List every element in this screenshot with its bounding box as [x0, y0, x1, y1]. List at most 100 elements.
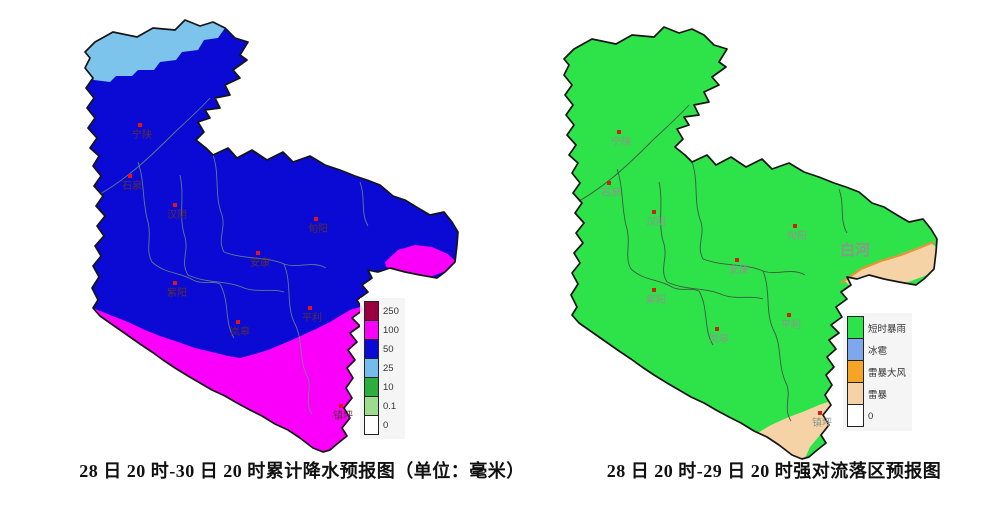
- legend-label: 冰雹: [868, 346, 888, 357]
- city-label: 安康: [729, 263, 749, 276]
- county-boundary-line: [838, 188, 848, 234]
- city-label: 石泉: [122, 179, 142, 192]
- precipitation-legend: 250 100 50 25 10 0.1 0: [360, 298, 405, 439]
- legend-swatch: [847, 316, 864, 339]
- city-label: 旬阳: [787, 229, 807, 242]
- legend-label: 10: [383, 382, 394, 393]
- city-dot: [715, 327, 719, 331]
- legend-item: 雷暴大风: [847, 360, 907, 383]
- city-label: 紫阳: [167, 287, 187, 299]
- city-dot: [256, 251, 260, 255]
- legend-label: 0: [868, 410, 874, 422]
- city-label: 紫阳: [646, 294, 666, 306]
- zone-100mm-magenta-east: [385, 245, 456, 277]
- legend-item: 雷暴: [847, 382, 906, 405]
- convection-map-caption: 28 日 20 时-29 日 20 时强对流落区预报图: [606, 461, 942, 481]
- legend-label: 50: [383, 344, 394, 355]
- county-boundary-line: [772, 328, 792, 422]
- county-boundary-line: [698, 290, 714, 346]
- legend-label: 短时暴雨: [868, 324, 907, 335]
- legend-item: 25: [364, 358, 399, 378]
- legend-swatch: [364, 377, 379, 397]
- city-dot: [128, 174, 132, 178]
- legend-swatch: [847, 360, 864, 383]
- legend-item: 250: [364, 301, 399, 321]
- legend-label: 25: [383, 363, 394, 374]
- county-boundary-line: [283, 263, 295, 323]
- county-boundary-line: [359, 181, 369, 227]
- county-boundary-line: [578, 104, 690, 202]
- city-label: 汉阴: [167, 209, 187, 221]
- county-boundary-line: [179, 174, 189, 276]
- convection-map-panel: 宁陕 石泉 汉阴 旬阳 安康 紫阳 平利 岚皋 镇坪 白河 短时暴雨 冰雹 雷暴大风 雷暴 0: [539, 19, 939, 464]
- legend-item: 100: [364, 320, 399, 340]
- region-outline: [563, 26, 938, 460]
- city-label: 宁陕: [132, 128, 152, 141]
- city-label: 平利: [302, 312, 322, 324]
- city-dot: [138, 123, 142, 127]
- legend-swatch: [847, 404, 864, 427]
- city-label: 石泉: [601, 186, 621, 199]
- legend-label: 雷暴: [868, 390, 888, 401]
- county-boundary-line: [616, 168, 632, 270]
- precipitation-map-panel: 宁陕石泉汉阴旬阳安康紫阳平利岚皋镇坪 250 100 50 25 10 0.1 0: [60, 12, 460, 457]
- city-label: 旬阳: [308, 222, 328, 235]
- county-boundary-line: [293, 321, 313, 415]
- county-boundary-line: [666, 281, 764, 300]
- legend-swatch: [847, 382, 864, 405]
- city-label: 岚皋: [709, 332, 729, 345]
- county-boundary-line: [691, 161, 704, 260]
- legend-item: 冰雹: [847, 338, 906, 361]
- city-dot: [308, 306, 312, 310]
- city-dot: [617, 130, 621, 134]
- legend-item: 0: [847, 404, 906, 427]
- city-dot: [173, 281, 177, 285]
- city-dot: [735, 258, 739, 262]
- legend-label: 雷暴大风: [868, 368, 907, 379]
- legend-swatch: [364, 320, 379, 340]
- legend-swatch: [364, 396, 379, 416]
- city-label: 岚皋: [230, 325, 250, 338]
- legend-item: 0: [364, 415, 399, 435]
- convection-legend: 短时暴雨冰雹雷暴大风雷暴 0: [843, 313, 913, 431]
- legend-swatch: [364, 301, 379, 321]
- city-dot: [793, 224, 797, 228]
- city-label: 镇坪: [333, 409, 353, 422]
- county-boundary-line: [658, 181, 668, 283]
- county-boundary-line: [762, 270, 774, 330]
- legend-label: 100: [383, 325, 399, 336]
- legend-swatch: [364, 339, 379, 359]
- legend-swatch: [364, 358, 379, 378]
- precipitation-map-caption: 28 日 20 时-30 日 20 时累计降水预报图（单位：毫米）: [79, 461, 525, 481]
- city-dot: [173, 203, 177, 207]
- city-label: 安康: [250, 256, 270, 269]
- city-dot: [652, 210, 656, 214]
- county-boundary-line: [630, 268, 700, 292]
- county-boundary-line: [151, 261, 221, 285]
- city-dot: [339, 404, 343, 408]
- county-boundary-line: [219, 283, 235, 339]
- city-dot: [236, 320, 240, 324]
- legend-item: 0.1: [364, 396, 399, 416]
- city-label: 宁陕: [611, 135, 631, 148]
- legend-swatch: [847, 338, 864, 361]
- city-dot: [607, 181, 611, 185]
- legend-label: 0: [383, 420, 389, 431]
- city-label: 平利: [781, 319, 801, 331]
- city-dot: [787, 313, 791, 317]
- county-boundary-line: [212, 154, 225, 253]
- orange-zone-boundary: [840, 240, 935, 284]
- city-label: 白河: [840, 241, 870, 259]
- city-dot: [818, 411, 822, 415]
- legend-item: 短时暴雨: [847, 316, 907, 339]
- legend-item: 10: [364, 377, 399, 397]
- city-dot: [652, 288, 656, 292]
- zone-25mm-lightblue: [85, 20, 225, 82]
- city-label: 汉阴: [646, 216, 666, 228]
- county-boundaries: [99, 97, 369, 415]
